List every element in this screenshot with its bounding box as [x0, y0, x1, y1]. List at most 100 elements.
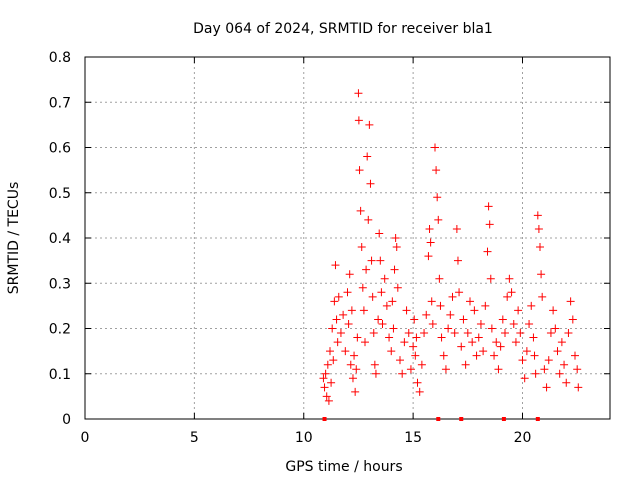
- y-axis-label: SRMTID / TECUs: [6, 182, 22, 295]
- data-point: [425, 224, 434, 233]
- bottom-marker: [322, 417, 327, 421]
- data-point: [377, 288, 386, 297]
- data-point: [361, 338, 369, 347]
- data-point: [343, 288, 352, 297]
- data-point: [484, 202, 493, 211]
- data-point: [364, 215, 373, 224]
- data-point: [536, 243, 544, 252]
- data-point: [472, 351, 481, 360]
- data-point: [363, 152, 372, 161]
- data-point: [359, 306, 368, 315]
- data-point: [385, 333, 394, 342]
- x-tick-label: 5: [190, 430, 199, 446]
- data-point: [422, 310, 431, 319]
- data-point: [390, 265, 399, 274]
- data-point: [431, 143, 439, 152]
- data-point: [481, 301, 490, 310]
- data-point: [463, 329, 472, 338]
- data-point: [538, 292, 547, 301]
- data-point: [470, 306, 479, 315]
- data-point: [366, 179, 375, 188]
- x-tick-label: 15: [404, 430, 422, 446]
- data-point: [433, 193, 442, 202]
- bottom-marker: [436, 417, 441, 421]
- data-point: [391, 234, 400, 242]
- data-point: [320, 383, 329, 392]
- y-tick-label: 0.1: [49, 367, 71, 383]
- data-point: [413, 378, 422, 387]
- data-point: [326, 347, 334, 356]
- data-point: [351, 387, 360, 396]
- data-point: [518, 356, 527, 365]
- data-point: [356, 206, 365, 215]
- data-point: [321, 369, 330, 378]
- data-point: [544, 356, 553, 365]
- data-point: [382, 301, 391, 310]
- data-point: [448, 292, 457, 301]
- data-point: [436, 301, 445, 310]
- data-point: [531, 369, 540, 378]
- data-point: [566, 297, 575, 306]
- data-point: [424, 252, 433, 261]
- y-tick-label: 0.7: [49, 95, 71, 111]
- data-point: [420, 329, 429, 338]
- data-point: [505, 274, 514, 283]
- y-tick-label: 0.3: [49, 276, 71, 292]
- data-point: [562, 378, 571, 387]
- data-point: [327, 378, 336, 387]
- data-point: [546, 329, 555, 338]
- data-point: [492, 338, 501, 347]
- data-point: [459, 315, 468, 324]
- data-point: [328, 324, 337, 333]
- data-point: [324, 396, 333, 405]
- data-point: [549, 306, 558, 315]
- data-point: [514, 306, 523, 315]
- data-point: [330, 297, 339, 306]
- x-tick-label: 10: [295, 430, 313, 446]
- ticks: 0 5 10 15 20 0 0.1 0.2 0.3 0.4 0.5 0.6 0.7 0.8: [49, 50, 610, 446]
- data-point: [540, 365, 549, 374]
- data-point: [396, 356, 404, 365]
- data-point: [479, 347, 488, 356]
- data-point: [400, 338, 409, 347]
- data-point: [457, 342, 466, 351]
- data-point: [348, 374, 357, 383]
- data-point: [346, 360, 355, 369]
- data-point: [374, 315, 383, 324]
- data-point: [426, 238, 435, 247]
- data-point: [573, 365, 582, 374]
- data-point: [529, 333, 538, 342]
- data-point: [444, 324, 453, 333]
- data-point: [371, 369, 380, 378]
- data-point: [452, 224, 461, 233]
- data-point: [355, 166, 364, 175]
- data-point: [362, 265, 371, 274]
- data-point: [322, 392, 331, 401]
- data-points: [319, 89, 583, 405]
- y-tick-label: 0.6: [49, 141, 71, 157]
- data-point: [574, 383, 583, 392]
- y-tick-label: 0.8: [49, 50, 71, 66]
- data-point: [483, 247, 492, 256]
- data-point: [369, 329, 378, 338]
- data-point: [537, 270, 546, 279]
- data-point: [365, 120, 374, 129]
- data-point: [564, 329, 573, 338]
- data-point: [398, 369, 407, 378]
- data-point: [560, 360, 569, 369]
- bottom-marker: [535, 417, 540, 421]
- chart-title: Day 064 of 2024, SRMTID for receiver bla…: [193, 21, 493, 37]
- data-point: [557, 338, 566, 347]
- data-point: [411, 351, 420, 360]
- data-point: [476, 319, 485, 328]
- data-point: [571, 351, 579, 360]
- data-point: [333, 338, 342, 347]
- data-point: [498, 315, 507, 324]
- data-point: [417, 360, 426, 369]
- data-point: [344, 319, 353, 328]
- data-point: [393, 283, 402, 292]
- data-point: [520, 374, 529, 383]
- data-point: [357, 243, 366, 252]
- data-point: [490, 351, 499, 360]
- data-point: [568, 315, 577, 324]
